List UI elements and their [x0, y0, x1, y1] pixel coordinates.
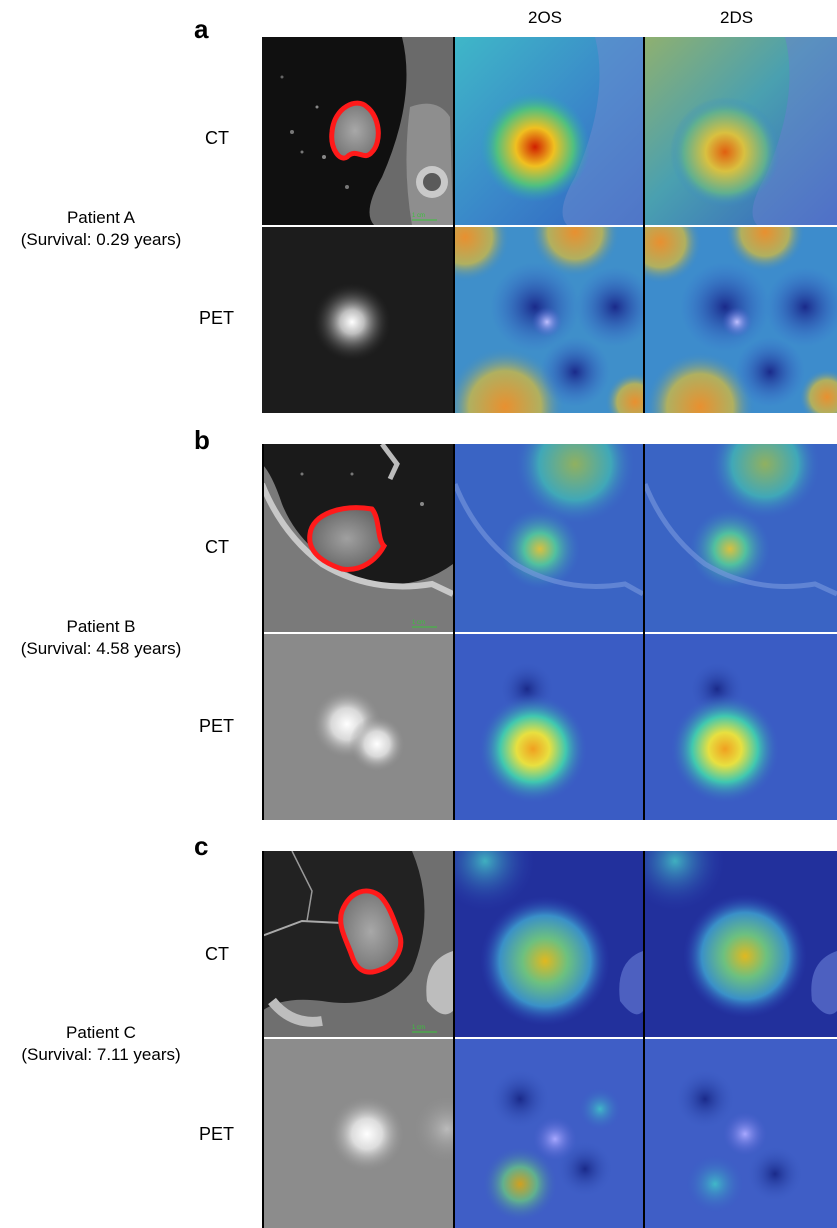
- panel-a-ct-2ds-heatmap: [645, 37, 837, 225]
- panel-a-ct-label: CT: [205, 128, 229, 148]
- panel-b-scale-label: 1 cm: [412, 620, 426, 626]
- panel-b-separator-2: [643, 444, 645, 820]
- panel-a-survival: (Survival: 0.29 years): [20, 230, 182, 249]
- panel-a-patient-name: Patient A: [66, 208, 136, 227]
- panel-a-letter: a: [194, 14, 209, 44]
- panel-b-separator-1: [453, 444, 455, 820]
- panel-a-pet-label: PET: [199, 308, 235, 328]
- panel-b-ct-image: 1 cm: [262, 444, 453, 632]
- panel-b-ct-2os-heatmap: [455, 444, 643, 632]
- panel-b-ct-label: CT: [205, 537, 229, 557]
- panel-c-patient: Patient C (Survival: 7.11 years): [0, 1022, 202, 1066]
- panel-a-separator-1: [453, 37, 455, 413]
- panel-a-pet-2ds-heatmap: [645, 227, 837, 413]
- panel-c-survival: (Survival: 7.11 years): [21, 1045, 181, 1064]
- column-header-2ds: 2DS: [720, 8, 754, 27]
- panel-c-ct-image: 1 cm: [262, 851, 453, 1037]
- panel-b-pet-2os-heatmap: [455, 634, 643, 820]
- panel-c-patient-name: Patient C: [66, 1023, 136, 1042]
- panel-c-separator-1: [453, 851, 455, 1228]
- panel-c-scale-label: 1 cm: [412, 1025, 426, 1031]
- panel-c-letter: c: [194, 831, 209, 861]
- panel-c-pet-label: PET: [199, 1124, 235, 1144]
- panel-c-left-border: [262, 851, 264, 1228]
- panel-a-separator-2: [643, 37, 645, 413]
- panel-b-pet-2ds-heatmap: [645, 634, 837, 820]
- panel-c-ct-label: CT: [205, 944, 229, 964]
- panel-a-scale-label: 1 cm: [412, 213, 426, 219]
- panel-c-ct-2ds-heatmap: [645, 851, 837, 1037]
- panel-a-pet-2os-heatmap: [455, 227, 643, 413]
- panel-a-ct-image: 1 cm: [262, 37, 453, 225]
- panel-c-ct-2os-heatmap: [455, 851, 643, 1037]
- panel-b-ct-2ds-heatmap: [645, 444, 837, 632]
- panel-b-pet-image: [262, 634, 453, 820]
- panel-b-letter: b: [194, 425, 210, 455]
- panel-c-separator-2: [643, 851, 645, 1228]
- panel-b-patient: Patient B (Survival: 4.58 years): [0, 616, 202, 660]
- panel-c-pet-image: [262, 1039, 453, 1228]
- panel-b-survival: (Survival: 4.58 years): [20, 639, 182, 658]
- panel-b-left-border: [262, 444, 264, 820]
- panel-b-pet-label: PET: [199, 716, 235, 736]
- panel-c-pet-2os-heatmap: [455, 1039, 643, 1228]
- panel-a-pet-image: [262, 227, 453, 413]
- panel-a-ct-2os-heatmap: [455, 37, 643, 225]
- column-header-2os: 2OS: [528, 8, 563, 27]
- panel-c-pet-2ds-heatmap: [645, 1039, 837, 1228]
- panel-a-patient: Patient A (Survival: 0.29 years): [0, 207, 202, 251]
- panel-b-patient-name: Patient B: [66, 617, 136, 636]
